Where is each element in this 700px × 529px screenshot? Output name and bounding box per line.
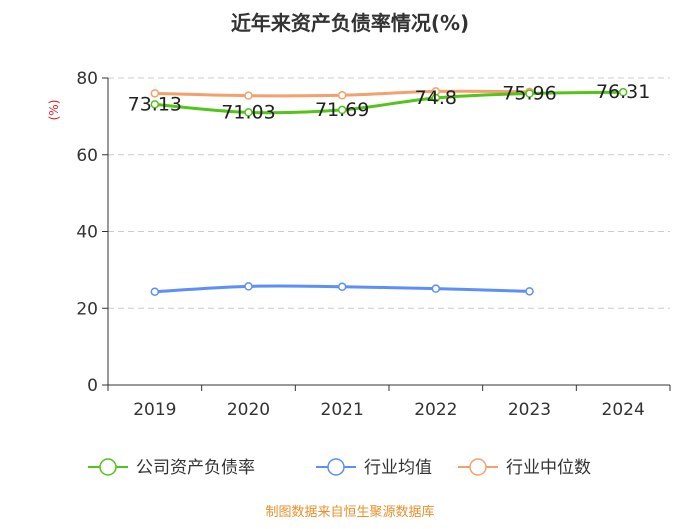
series-point-0 bbox=[337, 105, 347, 115]
data-label: 76.31 bbox=[596, 81, 650, 103]
legend-swatch-marker bbox=[469, 458, 487, 476]
series-point-2 bbox=[244, 91, 253, 100]
data-label: 73.13 bbox=[128, 93, 182, 115]
y-tick-label: 80 bbox=[76, 69, 98, 89]
legend: 公司资产负债率 行业均值 行业中位数 bbox=[88, 458, 591, 478]
series-point-0 bbox=[150, 100, 160, 109]
series-point-2 bbox=[150, 89, 160, 98]
x-tick-label: 2021 bbox=[321, 400, 364, 420]
data-label-layer: 73.13 71.03 71.69 74.8 75.96 76.31 bbox=[128, 81, 651, 123]
x-tick-label: 2024 bbox=[602, 400, 645, 420]
series-point-1 bbox=[337, 282, 347, 292]
series-layer bbox=[150, 87, 628, 296]
source-note: 制图数据来自恒生聚源数据库 bbox=[265, 504, 434, 520]
y-tick-label: 40 bbox=[76, 223, 98, 243]
y-tick-label: 0 bbox=[87, 376, 98, 396]
legend-label: 行业均值 bbox=[364, 458, 432, 478]
data-label: 75.96 bbox=[502, 83, 556, 105]
series-point-1 bbox=[525, 287, 534, 296]
series-point-1 bbox=[150, 287, 160, 296]
data-label: 74.8 bbox=[415, 87, 457, 109]
series-point-0 bbox=[244, 108, 253, 117]
x-tick-label: 2022 bbox=[414, 400, 457, 420]
axis-layer: 0 20 40 60 80 2019 2020 2021 2022 2023 2024 bbox=[76, 69, 671, 420]
series-point-0 bbox=[525, 89, 534, 98]
data-label: 71.03 bbox=[221, 101, 275, 123]
legend-label: 公司资产负债率 bbox=[136, 458, 255, 478]
series-line-0 bbox=[153, 90, 625, 115]
legend-swatch-marker bbox=[99, 458, 117, 476]
x-tick-label: 2020 bbox=[227, 400, 270, 420]
legend-label: 行业中位数 bbox=[506, 458, 591, 478]
x-tick-label: 2019 bbox=[133, 400, 176, 420]
series-point-1 bbox=[431, 284, 441, 293]
y-tick-label: 20 bbox=[76, 299, 98, 319]
series-point-0 bbox=[618, 87, 628, 97]
y-axis-label: (%) bbox=[47, 100, 61, 121]
series-point-2 bbox=[337, 91, 347, 100]
grid-layer bbox=[108, 77, 670, 309]
series-point-0 bbox=[431, 93, 441, 103]
series-point-1 bbox=[244, 282, 253, 291]
data-label: 71.69 bbox=[315, 99, 369, 121]
y-tick-label: 60 bbox=[76, 146, 98, 166]
x-tick-label: 2023 bbox=[508, 400, 551, 420]
legend-swatch-marker bbox=[327, 458, 345, 476]
chart-title: 近年来资产负债率情况(%) bbox=[231, 11, 469, 35]
